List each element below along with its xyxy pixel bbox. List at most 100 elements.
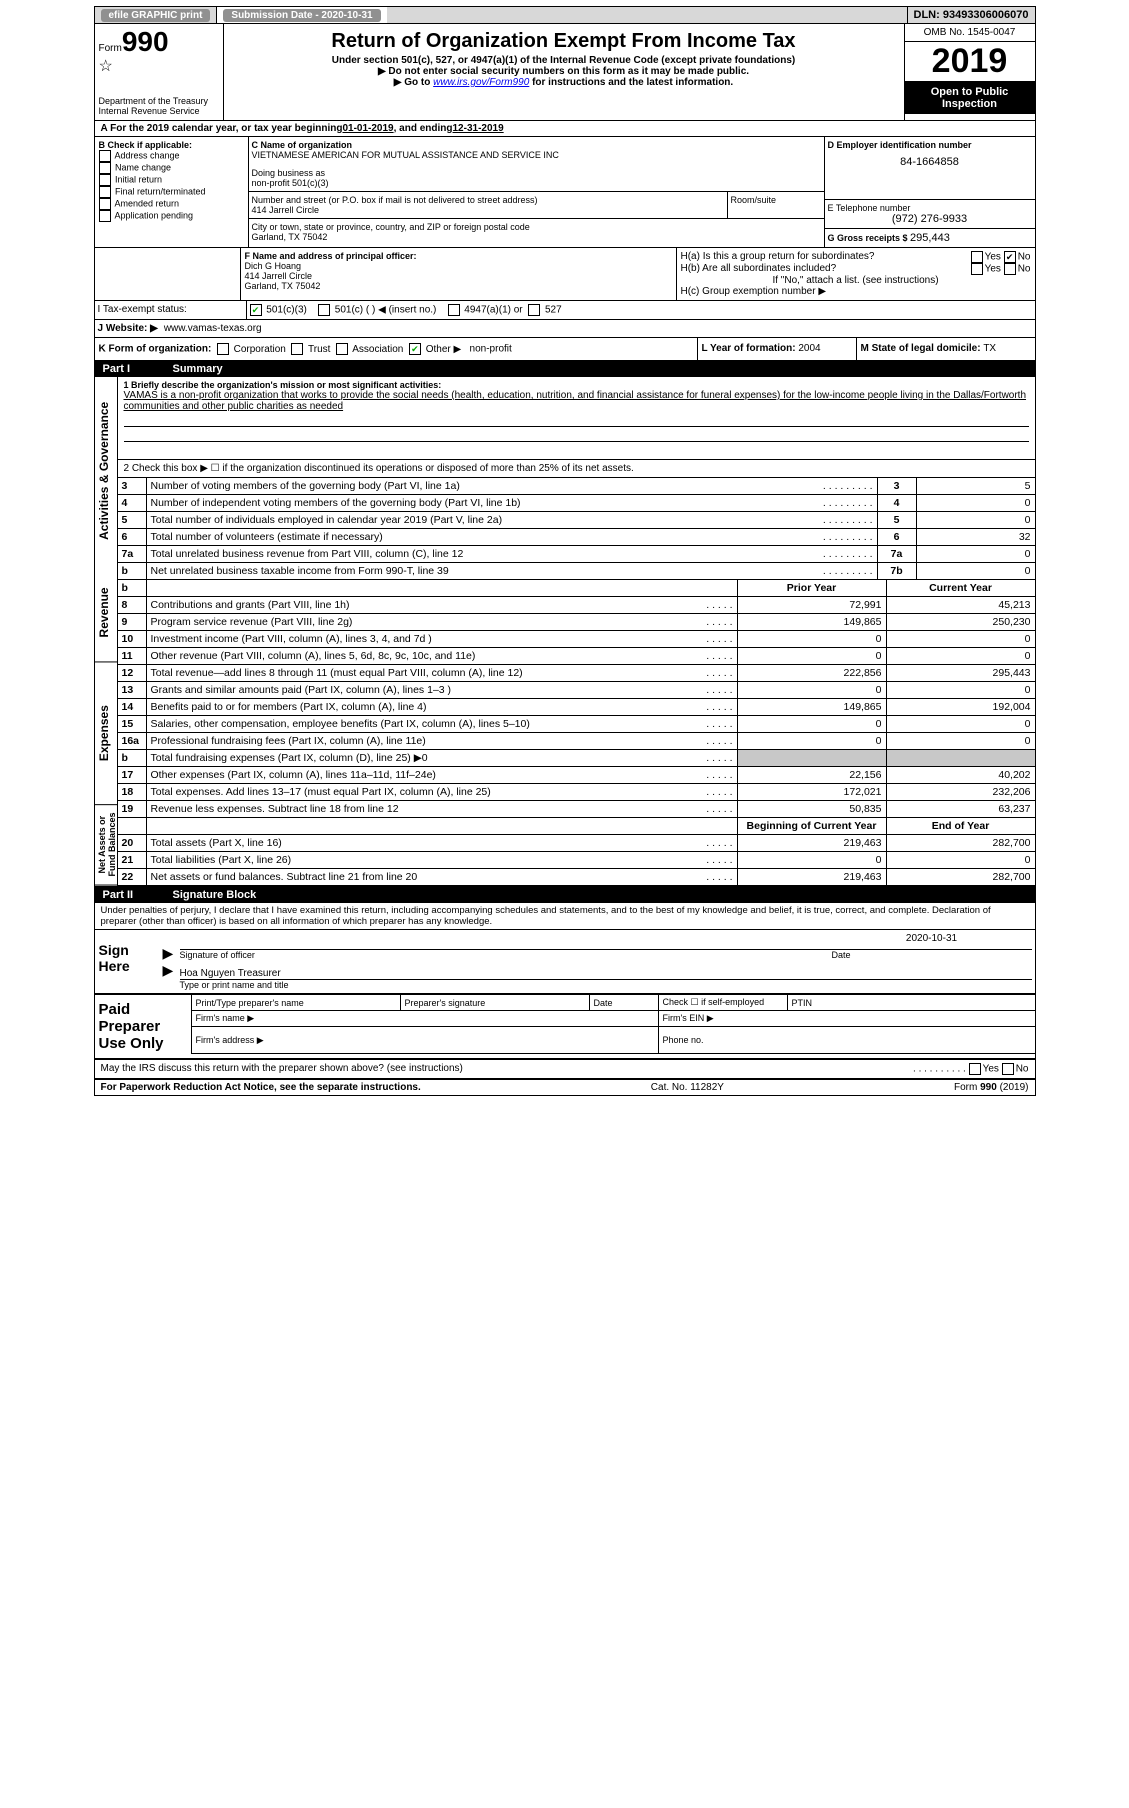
table-row: 3Number of voting members of the governi…: [118, 478, 1035, 495]
row-a-mid: , and ending: [394, 123, 453, 134]
paid-preparer-block: Paid Preparer Use Only Print/Type prepar…: [95, 995, 1035, 1060]
hb-yesno: Yes No: [971, 263, 1031, 275]
table-row: 12Total revenue—add lines 8 through 11 (…: [118, 665, 1035, 682]
website-value: www.vamas-texas.org: [161, 320, 265, 337]
footer-right: Form 990 (2019): [954, 1082, 1028, 1093]
table-governance: 3Number of voting members of the governi…: [118, 478, 1035, 580]
row-j: J Website: ▶ www.vamas-texas.org: [95, 320, 1035, 338]
irs-yes: Yes: [983, 1064, 999, 1075]
sub-prefix: Submission Date -: [231, 10, 321, 21]
k-option[interactable]: Corporation: [217, 344, 292, 355]
efile-label: efile GRAPHIC print: [95, 7, 218, 23]
table-row: 18Total expenses. Add lines 13–17 (must …: [118, 784, 1035, 801]
opt-501c: 501(c) ( ) ◀ (insert no.): [335, 305, 437, 316]
dba-value: non-profit 501(c)(3): [252, 178, 821, 188]
may-irs-text: May the IRS discuss this return with the…: [101, 1063, 914, 1075]
no1: No: [1018, 252, 1031, 263]
officer-addr1: 414 Jarrell Circle: [245, 271, 672, 281]
c-city-block: City or town, state or province, country…: [249, 219, 824, 245]
part2-header: Part II Signature Block: [95, 887, 1035, 903]
table-row: 6Total number of volunteers (estimate if…: [118, 529, 1035, 546]
sign-date: 2020-10-31: [832, 933, 1032, 950]
topbar: efile GRAPHIC print Submission Date - 20…: [95, 7, 1035, 24]
b-checkbox-item[interactable]: Initial return: [99, 174, 244, 186]
c-addr-block: Number and street (or P.O. box if mail i…: [249, 192, 824, 219]
table-row: 20Total assets (Part X, line 16). . . . …: [118, 835, 1035, 852]
current-year-label: Current Year: [886, 580, 1035, 597]
vl-gov: Activities & Governance: [95, 377, 117, 564]
header-left: Form990 ☆ Department of the Treasury Int…: [95, 24, 224, 120]
k-items: Corporation Trust Association ✔ Other ▶: [217, 344, 467, 355]
ptin-label: PTIN: [787, 995, 1035, 1011]
table-row: 9Program service revenue (Part VIII, lin…: [118, 614, 1035, 631]
ein-value: 84-1664858: [828, 156, 1032, 168]
opt-4947: 4947(a)(1) or: [464, 305, 522, 316]
officer-addr2: Garland, TX 75042: [245, 281, 672, 291]
form-container: efile GRAPHIC print Submission Date - 20…: [94, 6, 1036, 1096]
yes1: Yes: [985, 252, 1001, 263]
b-checkbox-item[interactable]: Address change: [99, 150, 244, 162]
b-checkbox-item[interactable]: Amended return: [99, 198, 244, 210]
part2-title: Signature Block: [173, 889, 257, 901]
firm-ein-label: Firm's EIN ▶: [658, 1011, 1035, 1027]
sub3-suffix: for instructions and the latest informat…: [529, 77, 733, 88]
irs-no: No: [1016, 1064, 1029, 1075]
row-i: I Tax-exempt status: ✔ 501(c)(3) 501(c) …: [95, 301, 1035, 320]
hc-label: H(c) Group exemption number ▶: [681, 286, 1031, 297]
k-option[interactable]: ✔ Other ▶: [409, 344, 467, 355]
hb-note: If "No," attach a list. (see instruction…: [681, 275, 1031, 286]
row-klm: K Form of organization: Corporation Trus…: [95, 338, 1035, 361]
k-col: K Form of organization: Corporation Trus…: [95, 338, 698, 360]
paid-preparer-label: Paid Preparer Use Only: [95, 995, 191, 1058]
table-rev-head: bPrior YearCurrent Year: [118, 580, 1035, 597]
firm-addr-label: Firm's address ▶: [191, 1027, 658, 1054]
table-revenue: 8Contributions and grants (Part VIII, li…: [118, 597, 1035, 682]
table-row: 15Salaries, other compensation, employee…: [118, 716, 1035, 733]
dln-value: 93493306006070: [943, 9, 1029, 21]
row-a-prefix: A For the 2019 calendar year, or tax yea…: [101, 123, 343, 134]
b-checkbox-item[interactable]: Application pending: [99, 210, 244, 222]
b-checkbox-item[interactable]: Name change: [99, 162, 244, 174]
table-row: 13Grants and similar amounts paid (Part …: [118, 682, 1035, 699]
dept-irs: Internal Revenue Service: [99, 106, 219, 116]
b-label: B Check if applicable:: [99, 140, 244, 150]
d-label: D Employer identification number: [828, 140, 1032, 150]
section-bcdeg: B Check if applicable: Address change Na…: [95, 137, 1035, 248]
header-sub3: ▶ Go to www.irs.gov/Form990 for instruct…: [230, 77, 898, 88]
footer-mid: Cat. No. 11282Y: [651, 1082, 724, 1093]
q2-text: 2 Check this box ▶ ☐ if the organization…: [118, 460, 1035, 478]
col-h: H(a) Is this a group return for subordin…: [677, 248, 1035, 300]
col-deg: D Employer identification number 84-1664…: [825, 137, 1035, 247]
f-label: F Name and address of principal officer:: [245, 251, 672, 261]
k-option[interactable]: Trust: [291, 344, 336, 355]
header-sub1: Under section 501(c), 527, or 4947(a)(1)…: [230, 55, 898, 66]
k-option[interactable]: Association: [336, 344, 409, 355]
penalties-text: Under penalties of perjury, I declare th…: [95, 903, 1035, 930]
b-checkbox-item[interactable]: Final return/terminated: [99, 186, 244, 198]
may-irs-row: May the IRS discuss this return with the…: [95, 1060, 1035, 1079]
sign-here-block: Sign Here ▶▶ 2020-10-31 Signature of off…: [95, 930, 1035, 995]
opt-501c3: 501(c)(3): [266, 305, 307, 316]
efile-pill[interactable]: efile GRAPHIC print: [101, 9, 211, 22]
date-label: Date: [832, 950, 1032, 960]
officer-name: Dich G Hoang: [245, 261, 672, 271]
open2: Inspection: [942, 98, 997, 110]
yes2: Yes: [985, 264, 1001, 275]
header: Form990 ☆ Department of the Treasury Int…: [95, 24, 1035, 121]
end-year-label: End of Year: [886, 818, 1035, 835]
tax-year: 2019: [905, 42, 1035, 82]
j-label: J Website: ▶: [95, 320, 161, 337]
sign-here-label: Sign Here: [95, 930, 163, 993]
part1-header: Part I Summary: [95, 361, 1035, 377]
prep-date-label: Date: [589, 995, 658, 1011]
part1-content: 1 Briefly describe the organization's mi…: [118, 377, 1035, 886]
opt-527: 527: [545, 305, 562, 316]
form990-link[interactable]: www.irs.gov/Form990: [433, 77, 529, 88]
k-other-val: non-profit: [470, 344, 512, 355]
row-a: A For the 2019 calendar year, or tax yea…: [95, 121, 1035, 137]
header-right: OMB No. 1545-0047 2019 Open to Public In…: [904, 24, 1035, 120]
i-label: I Tax-exempt status:: [95, 301, 247, 319]
part1-title: Summary: [173, 363, 223, 375]
submission-pill: Submission Date - 2020-10-31: [223, 9, 380, 22]
table-row: 21Total liabilities (Part X, line 26). .…: [118, 852, 1035, 869]
